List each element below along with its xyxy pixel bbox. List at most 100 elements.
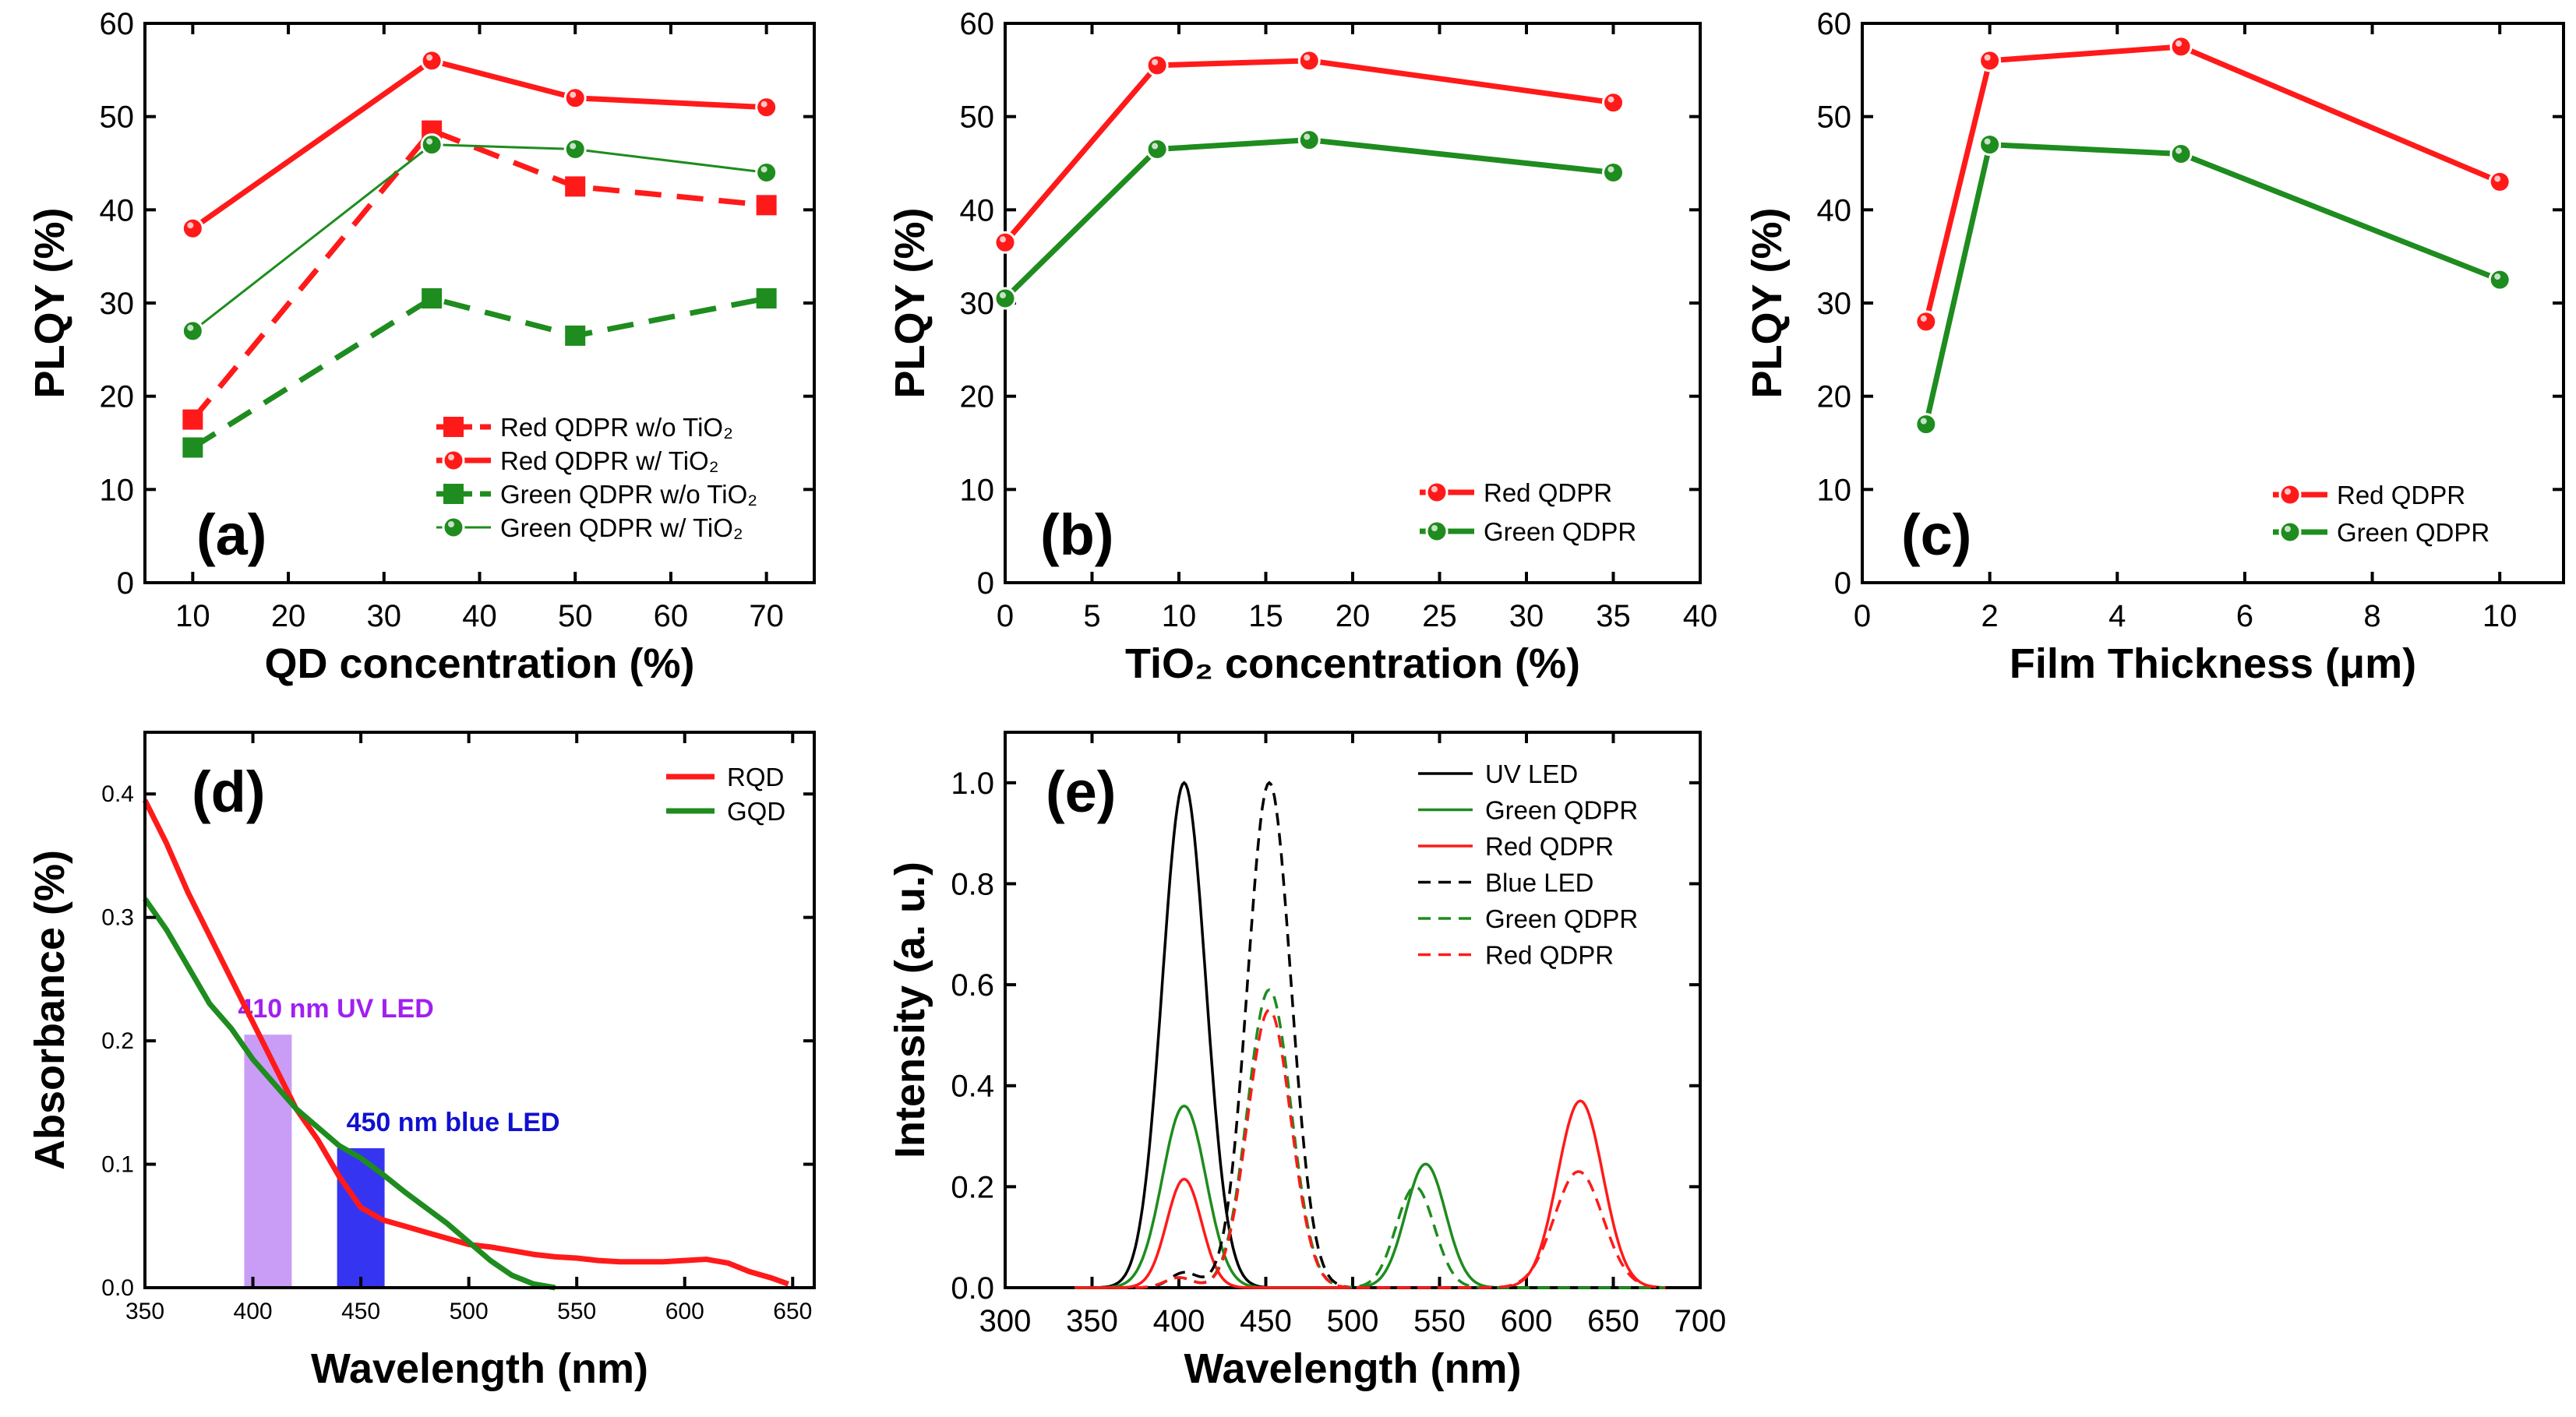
x-tick-label: 40: [462, 599, 497, 633]
data-point-circle: [442, 516, 465, 539]
y-tick-label: 0: [117, 566, 134, 601]
x-tick-label: 25: [1422, 599, 1457, 633]
data-point-square: [422, 288, 443, 309]
data-point-circle: [442, 449, 465, 472]
series-line-0: [1923, 44, 2501, 323]
y-tick-label: 20: [960, 380, 995, 414]
x-axis-title: Wavelength (nm): [311, 1345, 648, 1392]
x-tick-label: 400: [234, 1299, 273, 1324]
y-tick-label: 0.1: [101, 1152, 134, 1178]
legend-label: Green QDPR: [1484, 517, 1636, 546]
legend-label: Red QDPR w/ TiO₂: [500, 446, 719, 475]
spectrum-2: [1075, 1099, 1666, 1289]
y-tick-label: 40: [960, 193, 995, 227]
x-tick-label: 4: [2108, 599, 2126, 633]
spectrum-5: [1075, 1008, 1666, 1289]
legend-label: Green QDPR: [2337, 518, 2490, 547]
data-point-circle: [1425, 520, 1449, 543]
y-tick-label: 0.3: [101, 905, 134, 931]
legend-label: Green QDPR: [1485, 796, 1638, 825]
data-point-square: [756, 288, 777, 309]
y-tick-label: 1.0: [951, 767, 994, 801]
data-point-circle: [993, 287, 1017, 310]
data-point-circle: [2278, 520, 2302, 544]
data-point-highlight: [760, 100, 768, 108]
y-tick-label: 0.4: [101, 781, 134, 807]
data-point-circle: [1914, 310, 1938, 333]
spectrum-1: [1075, 1104, 1666, 1289]
x-tick-label: 6: [2236, 599, 2253, 633]
legend-label: Green QDPR w/o TiO₂: [500, 480, 757, 509]
x-tick-label: 60: [654, 599, 689, 633]
y-axis-title: Absorbance (%): [26, 850, 73, 1170]
x-axis-title: Film Thickness (μm): [2010, 640, 2416, 687]
spectrum-4: [1075, 988, 1666, 1289]
x-tick-label: 15: [1248, 599, 1283, 633]
series-line-1: [1003, 137, 1614, 301]
y-tick-label: 0: [977, 566, 994, 601]
highlight-bar-label: 450 nm blue LED: [347, 1108, 560, 1137]
data-point-circle: [993, 231, 1017, 254]
data-point-highlight: [1000, 236, 1006, 243]
y-axis-title: PLQY (%): [26, 207, 73, 398]
data-point-highlight: [760, 166, 768, 173]
data-point-highlight: [1607, 166, 1614, 173]
y-tick-label: 0.4: [951, 1070, 994, 1104]
data-point-highlight: [1607, 96, 1614, 103]
data-point-highlight: [2494, 273, 2501, 280]
absorbance-curve-gqd: [143, 897, 556, 1291]
y-tick-label: 30: [960, 287, 995, 321]
x-tick-label: 500: [450, 1299, 489, 1324]
data-point-circle: [2169, 35, 2193, 58]
x-tick-label: 2: [1981, 599, 1999, 633]
y-tick-label: 10: [960, 473, 995, 507]
x-tick-label: 10: [175, 599, 210, 633]
data-point-circle: [420, 49, 443, 72]
legend-label: Red QDPR: [1485, 832, 1614, 861]
y-tick-label: 60: [960, 7, 995, 41]
data-point-circle: [1297, 129, 1321, 152]
x-tick-label: 35: [1596, 599, 1631, 633]
x-tick-label: 700: [1674, 1304, 1727, 1338]
data-point-highlight: [2285, 526, 2291, 532]
data-point-circle: [181, 217, 204, 240]
panel-e: 300 350 400 450 500 550 600 650 700 0.0 0.2 0.4 0.6 0…: [887, 731, 1727, 1392]
data-point-highlight: [187, 324, 194, 331]
series-line-2: [191, 295, 768, 450]
x-tick-label: 350: [125, 1299, 164, 1324]
data-point-circle: [1145, 54, 1169, 77]
y-tick-label: 10: [1817, 473, 1852, 507]
y-tick-label: 0: [1834, 566, 1851, 601]
data-point-circle: [1602, 160, 1625, 184]
x-tick-label: 300: [979, 1304, 1032, 1338]
x-tick-label: 0: [997, 599, 1014, 633]
x-tick-label: 20: [271, 599, 306, 633]
y-tick-label: 50: [100, 100, 135, 135]
x-tick-label: 10: [1162, 599, 1197, 633]
y-tick-label: 0.6: [951, 968, 994, 1003]
data-point-highlight: [2494, 175, 2501, 182]
x-tick-label: 350: [1066, 1304, 1118, 1338]
data-point-highlight: [570, 143, 577, 150]
data-point-highlight: [187, 222, 194, 229]
data-point-circle: [1978, 133, 2002, 157]
data-point-highlight: [2285, 488, 2291, 495]
x-tick-label: 450: [1240, 1304, 1292, 1338]
y-tick-label: 0.2: [951, 1170, 994, 1204]
y-axis-title: PLQY (%): [887, 207, 933, 398]
y-tick-label: 30: [1817, 287, 1852, 321]
y-tick-label: 0.8: [951, 867, 994, 901]
x-axis-title: QD concentration (%): [264, 640, 694, 687]
legend-label: Green QDPR w/ TiO₂: [500, 513, 743, 542]
legend-label: Green QDPR: [1485, 904, 1638, 933]
panel-c: 0 2 4 6 8 10 0 10 20 30 40 50 60 Film Thickness (μm) P…: [1744, 7, 2565, 687]
legend-label: Red QDPR: [2337, 481, 2465, 509]
data-point-highlight: [2175, 40, 2183, 47]
x-tick-label: 600: [1501, 1304, 1553, 1338]
x-tick-label: 20: [1336, 599, 1371, 633]
data-point-circle: [755, 160, 778, 184]
data-point-highlight: [426, 138, 433, 145]
data-point-circle: [420, 133, 443, 157]
data-point-circle: [563, 86, 587, 110]
